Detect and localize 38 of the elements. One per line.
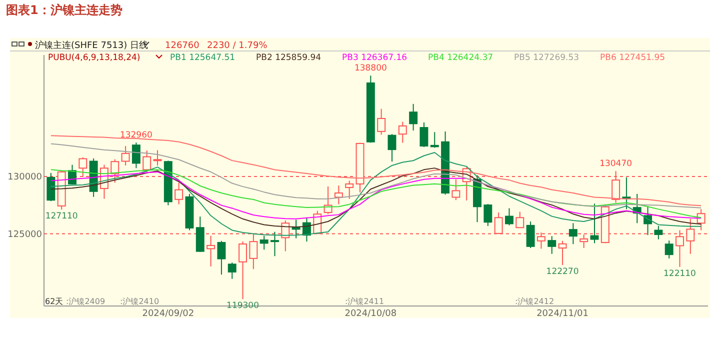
chart-title: 图表1：沪镍主连走势 xyxy=(6,3,122,17)
x-tick-label: 2024/09/02 xyxy=(142,309,194,319)
candlestick xyxy=(345,180,354,200)
annotation: 132960 xyxy=(120,130,152,141)
annotation: :沪镍2409 xyxy=(66,297,106,306)
text: PB6 127451.95 xyxy=(600,53,666,63)
annotation: 127110 xyxy=(45,212,78,222)
annotation: 119300 xyxy=(226,301,259,312)
text: PB4 126424.37 xyxy=(428,53,494,63)
text: 2230 / 1.79% xyxy=(207,41,268,51)
y-tick-label: 125000 xyxy=(8,230,42,240)
candlestick xyxy=(174,182,184,205)
candlestick xyxy=(206,235,216,267)
text: PB1 125647.51 xyxy=(170,53,236,63)
candlestick xyxy=(622,176,631,210)
text: 126760 xyxy=(165,41,200,51)
annotation: :沪镍2411 xyxy=(345,297,384,306)
annotation: :沪镍2410 xyxy=(120,297,160,306)
text: PB2 125859.94 xyxy=(256,53,322,63)
candlestick xyxy=(452,178,460,201)
candlestick xyxy=(568,222,578,245)
candlestick xyxy=(504,208,514,226)
annotation: 122110 xyxy=(664,268,696,279)
annotation: PUBU(4,6,9,13,18,24) xyxy=(48,53,140,63)
y-tick-label: 130000 xyxy=(8,172,42,183)
x-tick-label: 2024/11/01 xyxy=(536,309,588,319)
chart-subtitle: 沪镍主连(SHFE 7513) 日线 xyxy=(35,40,148,51)
annotation: 130470 xyxy=(600,159,632,170)
candlestick xyxy=(409,103,418,132)
candlestick xyxy=(153,150,162,166)
annotation: :沪镍2412 xyxy=(515,297,554,306)
annotation: 138800 xyxy=(354,64,387,74)
annotation: 122270 xyxy=(546,267,579,278)
text: PB3 126367.16 xyxy=(342,53,408,63)
x-tick-label: 2024/10/08 xyxy=(344,309,397,319)
candlestick xyxy=(260,235,268,250)
annotation: 62天 xyxy=(45,297,64,306)
text: PB5 127269.53 xyxy=(514,53,580,63)
